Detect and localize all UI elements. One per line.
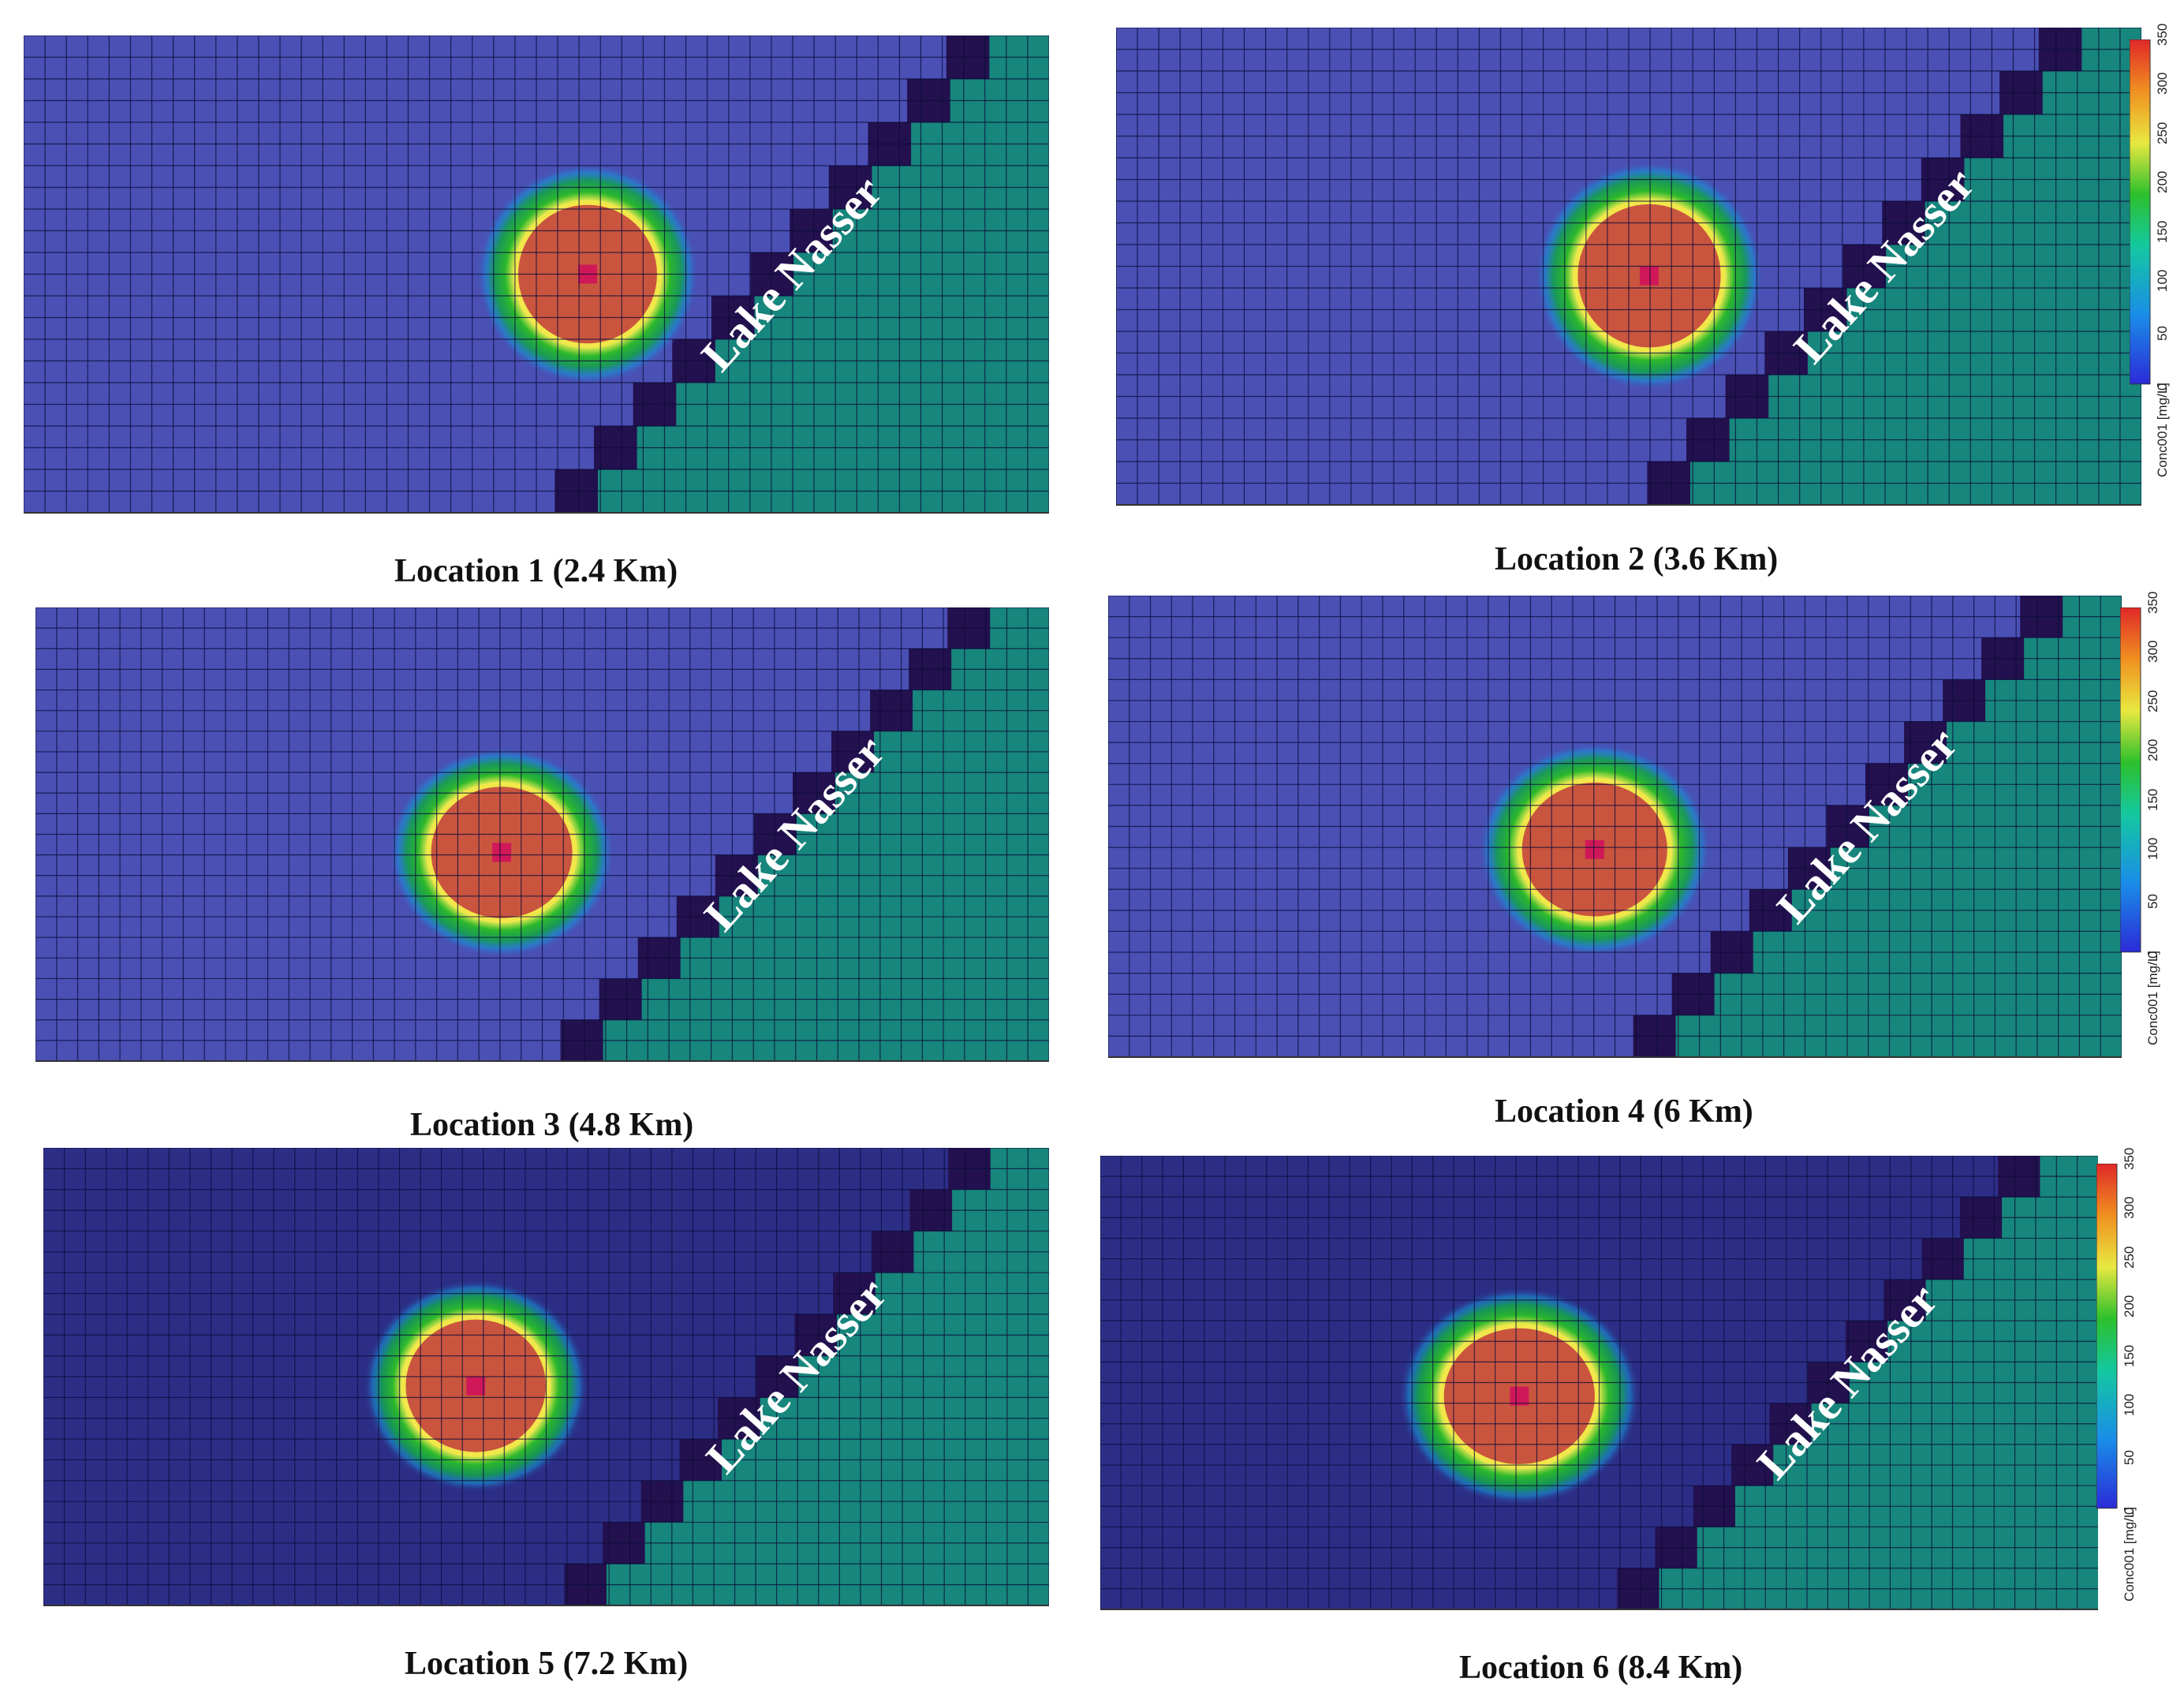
source-cell	[492, 843, 512, 862]
panel-location-3: Lake Nasser	[35, 607, 1049, 1081]
map-figure: Lake Nasser	[1116, 28, 2141, 506]
caption-location-2: Location 2 (3.6 Km)	[1495, 541, 1779, 577]
colorbar-tick: 300	[2122, 1197, 2137, 1220]
colorbar-title: Conc001 [mg/L]	[2145, 950, 2160, 1045]
colorbar-tick: 100	[2155, 269, 2170, 292]
colorbar-tick: 200	[2145, 738, 2160, 762]
caption-location-1: Location 1 (2.4 Km)	[394, 553, 678, 589]
model-grid	[35, 607, 1049, 1062]
model-grid	[24, 36, 1049, 514]
panel-location-2: Lake Nasser	[1116, 28, 2141, 525]
colorbar-tick: 300	[2155, 73, 2170, 95]
map-figure: Lake Nasser	[1108, 596, 2122, 1058]
map-figure: Lake Nasser	[24, 36, 1049, 514]
colorbar-tick: 100	[2145, 837, 2160, 860]
colorbar-tick: 150	[2155, 220, 2170, 243]
colorbar-tick: 50	[2155, 326, 2170, 342]
colorbar-graphic	[2096, 1163, 2118, 1509]
colorbar-tick: 300	[2145, 641, 2160, 663]
colorbar-tick: 50	[2122, 1450, 2137, 1466]
model-grid	[1116, 28, 2141, 506]
caption-location-5: Location 5 (7.2 Km)	[405, 1646, 689, 1682]
caption-location-4: Location 4 (6 Km)	[1495, 1093, 1753, 1130]
colorbar-tick: 150	[2145, 788, 2160, 811]
colorbar-location-4: 0 50 100 150 200 250 300 350 Conc001 [mg/L]	[2119, 592, 2167, 1049]
colorbar-tick: 250	[2145, 690, 2160, 712]
map-figure: Lake Nasser	[35, 607, 1049, 1062]
source-cell	[1585, 839, 1604, 859]
caption-location-3: Location 3 (4.8 Km)	[410, 1107, 694, 1143]
panel-location-6: Lake Nasser	[1100, 1156, 2098, 1629]
colorbar-tick: 100	[2122, 1393, 2137, 1416]
colorbar-tick: 50	[2145, 894, 2160, 910]
colorbar-title: Conc001 [mg/L]	[2155, 382, 2170, 477]
colorbar-tick: 350	[2122, 1147, 2137, 1170]
colorbar-tick: 350	[2145, 591, 2160, 614]
source-cell	[466, 1376, 486, 1396]
panel-location-5: Lake Nasser	[43, 1148, 1049, 1625]
colorbar-tick: 250	[2155, 121, 2170, 144]
colorbar-tick: 350	[2155, 23, 2170, 46]
colorbar-graphic	[2129, 39, 2151, 385]
colorbar-title: Conc001 [mg/L]	[2122, 1506, 2137, 1601]
model-grid	[43, 1148, 1049, 1605]
panel-location-1: Lake Nasser	[24, 36, 1049, 533]
colorbar-location-6: 0 50 100 150 200 250 300 350 Conc001 [mg/L]	[2096, 1148, 2144, 1605]
source-cell	[1510, 1386, 1529, 1406]
source-cell	[1640, 266, 1659, 286]
map-figure: Lake Nasser	[43, 1148, 1049, 1606]
model-grid	[1108, 596, 2122, 1058]
map-figure: Lake Nasser	[1100, 1156, 2098, 1610]
colorbar-tick: 250	[2122, 1246, 2137, 1269]
colorbar-tick: 150	[2122, 1344, 2137, 1367]
caption-location-6: Location 6 (8.4 Km)	[1459, 1650, 1743, 1686]
panel-location-4: Lake Nasser	[1108, 596, 2122, 1077]
colorbar-location-2: 0 50 100 150 200 250 300 350 Conc001 [mg/L]	[2129, 24, 2177, 481]
colorbar-tick: 200	[2122, 1295, 2137, 1318]
colorbar-graphic	[2119, 607, 2141, 953]
colorbar-tick: 200	[2155, 170, 2170, 194]
